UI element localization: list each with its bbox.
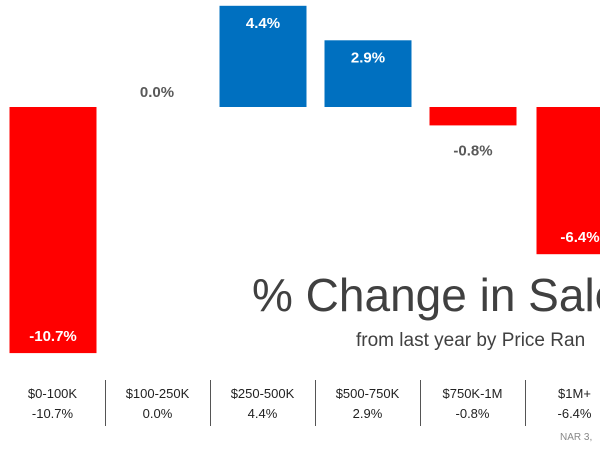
bar-4 <box>429 107 517 126</box>
table-category-label: $250-500K <box>230 386 295 401</box>
table-value-label: -6.4% <box>557 406 592 421</box>
table-cell-3: $500-750K 2.9% <box>315 377 420 429</box>
table-category-label: $100-250K <box>125 386 190 401</box>
table-category-label: $0-100K <box>27 386 78 401</box>
table-cell-5: $1M+ -6.4% <box>522 377 600 429</box>
table-category-label: $750K-1M <box>442 386 503 401</box>
source-note: NAR 3, <box>560 432 593 443</box>
table-divider <box>210 380 211 426</box>
table-cell-4: $750K-1M -0.8% <box>420 377 525 429</box>
bar-value-label-1: 0.0% <box>140 84 174 101</box>
chart-title: % Change in Sale <box>252 269 600 321</box>
table-cell-0: $0-100K -10.7% <box>0 377 105 429</box>
table-category-label: $500-750K <box>335 386 400 401</box>
bar-value-label-3: 2.9% <box>351 49 385 66</box>
chart-subtitle: from last year by Price Ran <box>356 330 586 351</box>
table-divider <box>105 380 106 426</box>
bar-0 <box>9 107 97 354</box>
bar-value-label-5: -6.4% <box>560 229 599 246</box>
table-value-label: -10.7% <box>31 406 74 421</box>
table-value-label: -0.8% <box>455 406 490 421</box>
table-divider <box>525 380 526 426</box>
bar-3 <box>324 40 412 107</box>
price-range-table: $0-100K -10.7% $100-250K 0.0% $250-500K … <box>0 377 600 429</box>
table-category-label: $1M+ <box>558 386 591 401</box>
bar-value-label-4: -0.8% <box>453 142 492 159</box>
bar-value-label-2: 4.4% <box>246 15 280 32</box>
table-cell-2: $250-500K 4.4% <box>210 377 315 429</box>
table-value-label: 0.0% <box>142 406 173 421</box>
bar-value-label-0: -10.7% <box>29 328 77 345</box>
table-value-label: 2.9% <box>352 406 383 421</box>
table-divider <box>315 380 316 426</box>
table-value-label: 4.4% <box>247 406 278 421</box>
bar-2 <box>219 5 307 107</box>
table-cell-1: $100-250K 0.0% <box>105 377 210 429</box>
table-divider <box>420 380 421 426</box>
bar-5 <box>536 107 600 255</box>
